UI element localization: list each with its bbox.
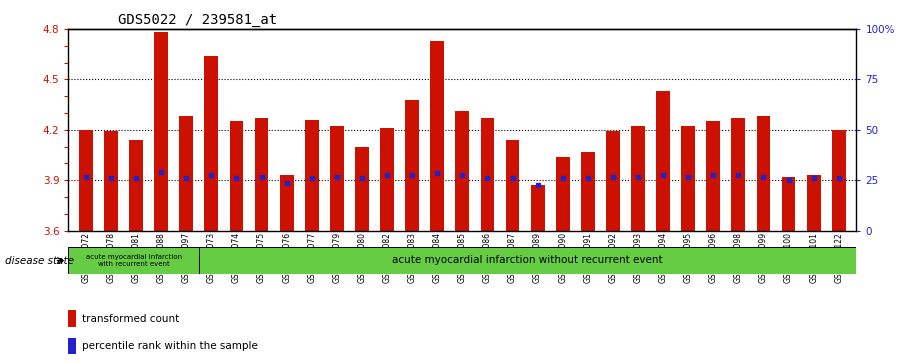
Bar bbox=[506, 140, 519, 231]
Bar bbox=[681, 126, 695, 231]
Bar bbox=[330, 126, 343, 231]
Text: GDS5022 / 239581_at: GDS5022 / 239581_at bbox=[118, 13, 278, 27]
Bar bbox=[581, 152, 595, 231]
Bar bbox=[480, 118, 495, 231]
Bar bbox=[230, 121, 243, 231]
Bar bbox=[280, 175, 293, 231]
Bar bbox=[531, 185, 545, 231]
Bar bbox=[706, 121, 721, 231]
Text: disease state: disease state bbox=[5, 256, 74, 266]
Bar bbox=[405, 99, 419, 231]
Bar bbox=[355, 147, 369, 231]
Bar bbox=[631, 126, 645, 231]
Text: acute myocardial infarction
with recurrent event: acute myocardial infarction with recurre… bbox=[86, 254, 181, 267]
Bar bbox=[380, 128, 394, 231]
Bar bbox=[756, 116, 771, 231]
Text: acute myocardial infarction without recurrent event: acute myocardial infarction without recu… bbox=[393, 256, 663, 265]
Bar bbox=[807, 175, 821, 231]
Bar bbox=[68, 338, 77, 354]
Bar bbox=[129, 140, 143, 231]
Bar bbox=[456, 111, 469, 231]
Bar bbox=[255, 118, 269, 231]
Bar bbox=[606, 131, 619, 231]
Bar bbox=[179, 116, 193, 231]
Text: transformed count: transformed count bbox=[82, 314, 179, 323]
Bar bbox=[305, 120, 319, 231]
Bar bbox=[732, 118, 745, 231]
Text: percentile rank within the sample: percentile rank within the sample bbox=[82, 341, 258, 351]
Bar bbox=[68, 247, 199, 274]
Bar bbox=[68, 310, 77, 327]
Bar bbox=[204, 56, 219, 231]
Bar bbox=[104, 131, 118, 231]
Bar bbox=[79, 130, 93, 231]
Bar bbox=[656, 91, 670, 231]
Bar bbox=[154, 32, 169, 231]
Bar bbox=[556, 157, 569, 231]
Bar bbox=[782, 177, 795, 231]
Bar bbox=[832, 130, 845, 231]
Bar bbox=[199, 247, 856, 274]
Bar bbox=[430, 41, 445, 231]
